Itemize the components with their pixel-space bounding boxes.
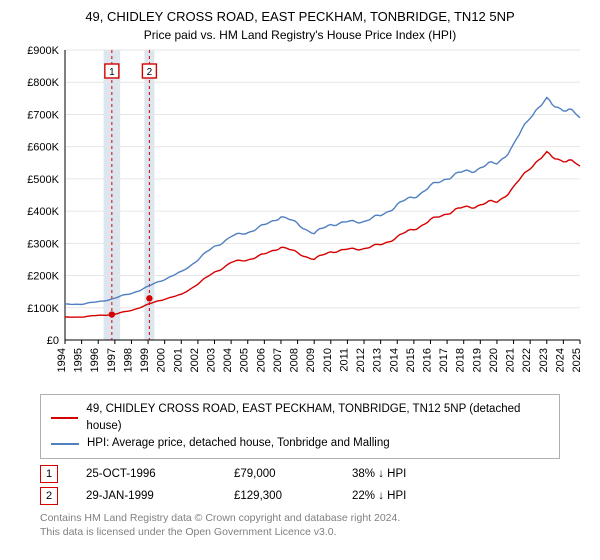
svg-text:2024: 2024: [554, 348, 566, 372]
svg-text:2011: 2011: [338, 348, 350, 372]
footnote-price: £129,300: [234, 490, 324, 502]
attribution-line: Contains HM Land Registry data © Crown c…: [40, 511, 590, 525]
svg-text:2005: 2005: [239, 348, 251, 372]
svg-text:1994: 1994: [56, 348, 68, 372]
svg-text:£500K: £500K: [27, 173, 59, 185]
svg-text:2001: 2001: [172, 348, 184, 372]
svg-text:2020: 2020: [488, 348, 500, 372]
svg-text:£200K: £200K: [27, 270, 59, 282]
footnote-date: 29-JAN-1999: [86, 490, 206, 502]
svg-text:2003: 2003: [206, 348, 218, 372]
svg-text:2022: 2022: [521, 348, 533, 372]
svg-text:2025: 2025: [571, 348, 583, 372]
attribution-line: This data is licensed under the Open Gov…: [40, 525, 590, 539]
svg-text:2014: 2014: [388, 348, 400, 372]
footnote-price: £79,000: [234, 468, 324, 480]
svg-text:£600K: £600K: [27, 141, 59, 153]
svg-text:1999: 1999: [139, 348, 151, 372]
svg-text:2017: 2017: [438, 348, 450, 372]
svg-text:£400K: £400K: [27, 206, 59, 218]
svg-text:1997: 1997: [106, 348, 118, 372]
svg-text:1995: 1995: [73, 348, 85, 372]
sale-footnotes: 1 25-OCT-1996 £79,000 38% ↓ HPI 2 29-JAN…: [40, 465, 590, 505]
svg-text:£800K: £800K: [27, 77, 59, 89]
legend-item: 49, CHIDLEY CROSS ROAD, EAST PECKHAM, TO…: [51, 401, 549, 436]
footnote-badge: 1: [40, 465, 58, 483]
footnote-pct: 38% ↓ HPI: [352, 468, 442, 480]
chart-title-line2: Price paid vs. HM Land Registry's House …: [10, 28, 590, 42]
legend-item: HPI: Average price, detached house, Tonb…: [51, 435, 549, 452]
svg-text:2018: 2018: [455, 348, 467, 372]
svg-text:2002: 2002: [189, 348, 201, 372]
svg-text:2015: 2015: [405, 348, 417, 372]
svg-text:2019: 2019: [471, 348, 483, 372]
svg-text:2010: 2010: [322, 348, 334, 372]
svg-text:£700K: £700K: [27, 109, 59, 121]
svg-text:2023: 2023: [538, 348, 550, 372]
legend: 49, CHIDLEY CROSS ROAD, EAST PECKHAM, TO…: [40, 394, 560, 460]
footnote-row: 2 29-JAN-1999 £129,300 22% ↓ HPI: [40, 487, 590, 505]
svg-text:£0: £0: [47, 335, 59, 347]
footnote-row: 1 25-OCT-1996 £79,000 38% ↓ HPI: [40, 465, 590, 483]
chart-title-line1: 49, CHIDLEY CROSS ROAD, EAST PECKHAM, TO…: [10, 8, 590, 26]
svg-text:2021: 2021: [505, 348, 517, 372]
legend-label: 49, CHIDLEY CROSS ROAD, EAST PECKHAM, TO…: [86, 401, 549, 436]
legend-swatch: [51, 417, 78, 419]
price-vs-hpi-chart: £0 £100K £200K £300K £400K £500K £600K £700K £80…: [10, 46, 590, 386]
svg-text:2013: 2013: [372, 348, 384, 372]
svg-text:2: 2: [147, 67, 153, 78]
svg-text:£300K: £300K: [27, 238, 59, 250]
footnote-pct: 22% ↓ HPI: [352, 490, 442, 502]
svg-text:1: 1: [109, 67, 115, 78]
attribution: Contains HM Land Registry data © Crown c…: [40, 511, 590, 539]
svg-text:2000: 2000: [156, 348, 168, 372]
svg-text:£100K: £100K: [27, 302, 59, 314]
svg-text:2008: 2008: [289, 348, 301, 372]
svg-text:2006: 2006: [255, 348, 267, 372]
svg-text:2004: 2004: [222, 348, 234, 372]
svg-text:2012: 2012: [355, 348, 367, 372]
svg-text:1998: 1998: [122, 348, 134, 372]
svg-text:2007: 2007: [272, 348, 284, 372]
svg-text:2016: 2016: [421, 348, 433, 372]
legend-label: HPI: Average price, detached house, Tonb…: [87, 435, 390, 452]
svg-text:1996: 1996: [89, 348, 101, 372]
footnote-badge: 2: [40, 487, 58, 505]
svg-text:£900K: £900K: [27, 46, 59, 57]
footnote-date: 25-OCT-1996: [86, 468, 206, 480]
svg-text:2009: 2009: [305, 348, 317, 372]
legend-swatch: [51, 443, 79, 445]
